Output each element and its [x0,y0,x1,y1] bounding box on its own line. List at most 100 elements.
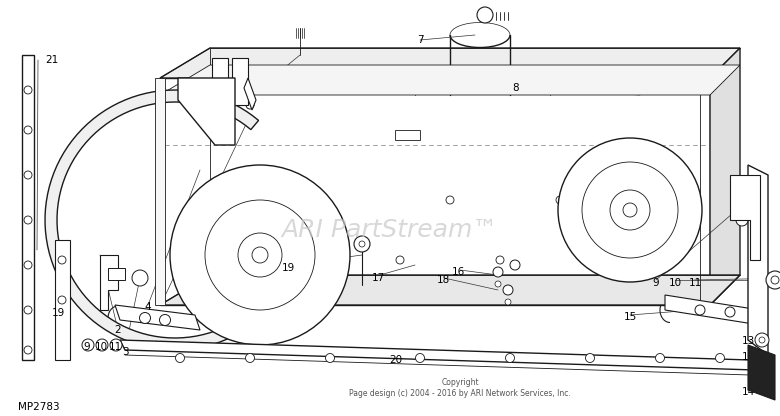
Circle shape [503,285,513,295]
Text: 9: 9 [83,342,90,352]
Polygon shape [244,78,256,110]
Circle shape [246,101,254,109]
Circle shape [715,354,725,362]
Text: ARI PartStream™: ARI PartStream™ [282,218,498,242]
Circle shape [766,271,780,289]
Text: 16: 16 [452,267,465,277]
Circle shape [725,307,735,317]
Text: 18: 18 [436,275,449,285]
Circle shape [582,162,678,258]
Polygon shape [178,78,235,145]
Text: Copyright
Page design (c) 2004 - 2016 by ARI Network Services, Inc.: Copyright Page design (c) 2004 - 2016 by… [349,378,571,398]
Circle shape [24,306,32,314]
Polygon shape [120,340,755,370]
Polygon shape [730,175,760,260]
Text: 7: 7 [417,35,424,45]
Circle shape [24,346,32,354]
Polygon shape [155,78,165,305]
Text: MP2783: MP2783 [18,402,59,412]
Circle shape [176,354,185,362]
Circle shape [252,247,268,263]
Circle shape [493,267,503,277]
Circle shape [771,276,779,284]
Text: 13: 13 [741,336,754,346]
Circle shape [140,312,151,324]
Polygon shape [160,275,740,305]
Circle shape [695,305,705,315]
Polygon shape [108,268,125,280]
Circle shape [296,256,304,264]
Circle shape [24,171,32,179]
Circle shape [759,337,765,343]
Polygon shape [100,255,118,310]
Polygon shape [748,345,775,400]
Text: 2: 2 [115,325,122,335]
Text: 15: 15 [623,312,636,322]
Circle shape [170,165,350,345]
Circle shape [96,339,108,351]
Polygon shape [22,55,34,360]
Polygon shape [212,58,228,100]
Circle shape [246,354,254,362]
Circle shape [477,7,493,23]
Circle shape [24,216,32,224]
Text: 14: 14 [741,387,754,397]
Circle shape [58,296,66,304]
Circle shape [325,354,335,362]
Circle shape [656,256,664,264]
Circle shape [736,214,748,226]
Text: 3: 3 [122,347,129,357]
Circle shape [213,103,223,113]
Circle shape [354,236,370,252]
Circle shape [610,190,650,230]
Text: 9: 9 [653,278,659,288]
Circle shape [736,194,748,206]
Text: 19: 19 [51,308,65,318]
Circle shape [623,203,637,217]
Circle shape [754,377,770,393]
Circle shape [82,339,94,351]
Text: 17: 17 [371,273,385,283]
Polygon shape [160,48,740,78]
Circle shape [24,126,32,134]
Circle shape [24,261,32,269]
Circle shape [396,256,404,264]
Circle shape [496,256,504,264]
Circle shape [159,314,171,325]
Circle shape [556,196,564,204]
Polygon shape [748,165,768,355]
Text: 8: 8 [512,83,519,93]
Circle shape [205,200,315,310]
Circle shape [296,196,304,204]
Text: 19: 19 [282,263,295,273]
Circle shape [495,281,501,287]
Circle shape [58,256,66,264]
Circle shape [558,138,702,282]
Circle shape [359,241,365,247]
Text: 6: 6 [214,120,220,130]
Polygon shape [160,78,710,305]
Text: 21: 21 [45,55,58,65]
Text: 4: 4 [144,302,151,312]
Polygon shape [665,295,760,325]
Polygon shape [160,65,740,95]
Polygon shape [710,48,740,305]
Text: 10: 10 [668,278,682,288]
Circle shape [755,333,769,347]
Text: 20: 20 [389,355,402,365]
Circle shape [596,256,604,264]
Text: 11: 11 [689,278,702,288]
Polygon shape [55,240,70,360]
Circle shape [510,260,520,270]
Polygon shape [45,90,258,350]
Text: 10: 10 [94,342,108,352]
Circle shape [24,86,32,94]
Circle shape [110,339,122,351]
Circle shape [505,299,511,305]
Polygon shape [395,130,420,140]
Text: 5: 5 [160,295,166,305]
Text: 11: 11 [108,342,122,352]
Text: 12: 12 [741,352,754,362]
Circle shape [132,270,148,286]
Circle shape [238,233,282,277]
